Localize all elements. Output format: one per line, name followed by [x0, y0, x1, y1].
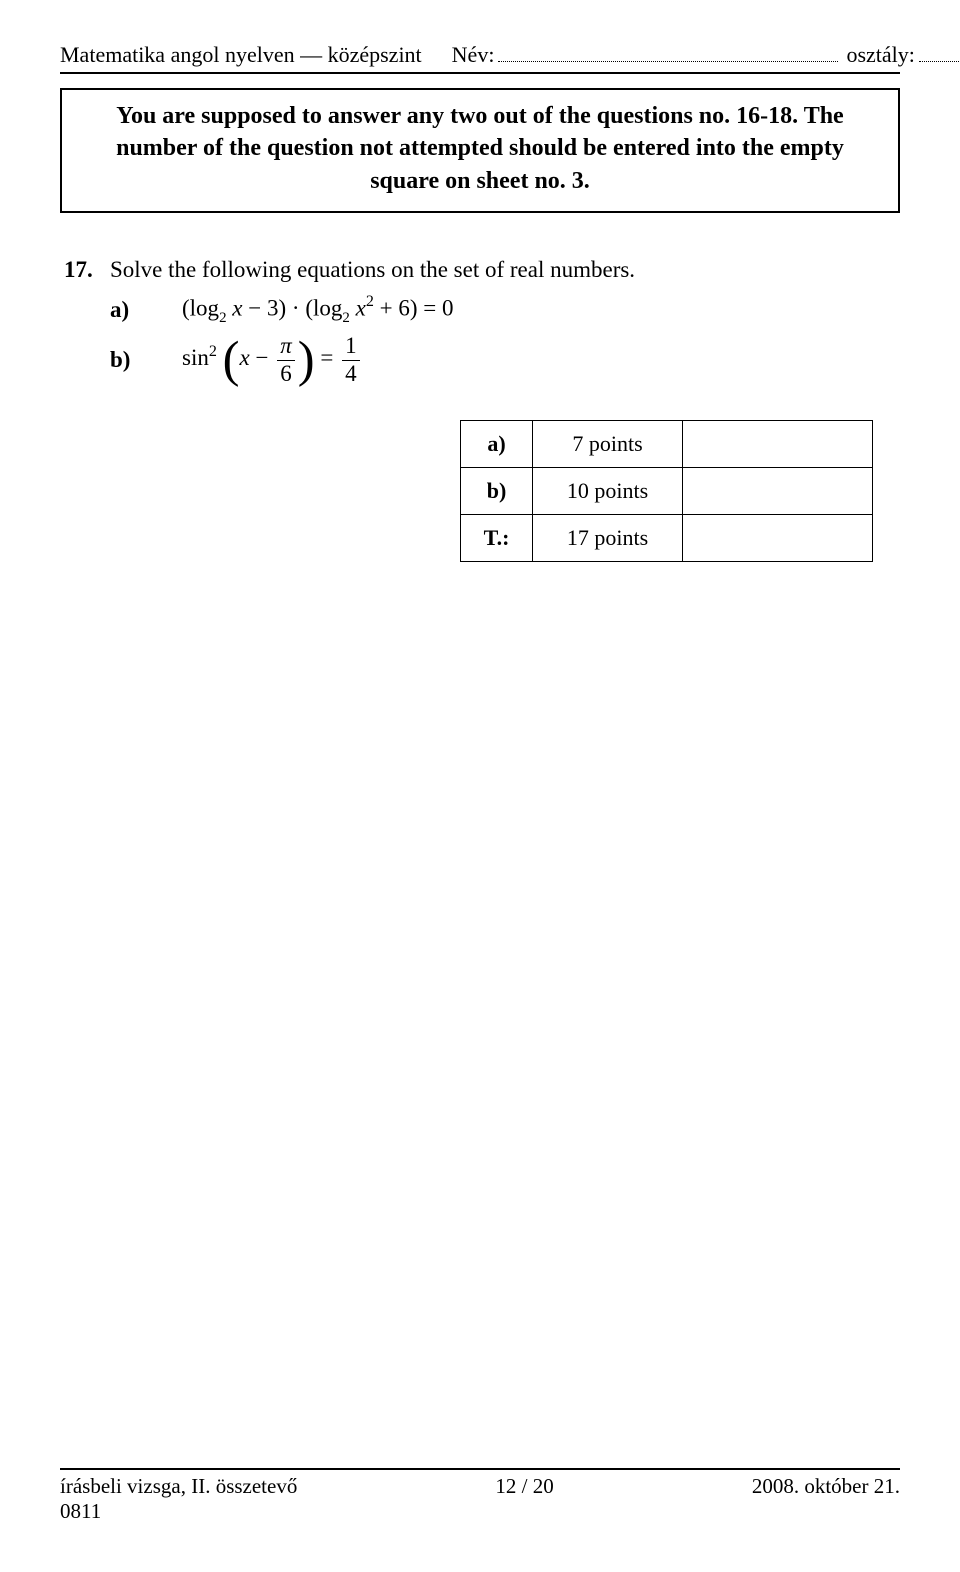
points-row-b-label: b): [461, 467, 533, 514]
instruction-box: You are supposed to answer any two out o…: [60, 88, 900, 213]
equation-a: (log2 x − 3) · (log2 x2 + 6) = 0: [182, 291, 454, 329]
points-row-a-blank: [683, 420, 873, 467]
page-footer: írásbeli vizsga, II. összetevő 0811 12 /…: [60, 1468, 900, 1524]
points-row-t-value: 17 points: [533, 514, 683, 561]
instruction-text: You are supposed to answer any two out o…: [116, 103, 844, 194]
class-label: osztály:: [846, 42, 914, 68]
footer-left: írásbeli vizsga, II. összetevő 0811: [60, 1474, 297, 1524]
class-dotted-line: [919, 40, 960, 62]
table-row: T.: 17 points: [461, 514, 873, 561]
header-name-field: Név:: [452, 40, 839, 68]
header-subject: Matematika angol nyelven — középszint: [60, 42, 422, 68]
page: Matematika angol nyelven — középszint Né…: [0, 0, 960, 1572]
points-row-b-value: 10 points: [533, 467, 683, 514]
name-dotted-line: [498, 40, 838, 62]
points-row-b-blank: [683, 467, 873, 514]
footer-center: 12 / 20: [297, 1474, 752, 1524]
page-header: Matematika angol nyelven — középszint Né…: [60, 40, 900, 68]
points-row-a-value: 7 points: [533, 420, 683, 467]
points-table: a) 7 points b) 10 points T.: 17 points: [460, 420, 873, 562]
question-prompt: Solve the following equations on the set…: [110, 253, 900, 286]
points-row-t-label: T.:: [461, 514, 533, 561]
question-part-a: a) (log2 x − 3) · (log2 x2 + 6) = 0: [64, 291, 900, 329]
points-row-a-label: a): [461, 420, 533, 467]
footer-left-line1: írásbeli vizsga, II. összetevő: [60, 1474, 297, 1499]
table-row: b) 10 points: [461, 467, 873, 514]
header-rule: [60, 72, 900, 74]
part-b-label: b): [64, 343, 182, 376]
header-class-field: osztály:: [846, 40, 960, 68]
name-label: Név:: [452, 42, 495, 68]
table-row: a) 7 points: [461, 420, 873, 467]
equation-b: sin2 ( x − π 6 ) = 1: [182, 334, 363, 385]
footer-rule: [60, 1468, 900, 1470]
points-row-t-blank: [683, 514, 873, 561]
question-part-b: b) sin2 ( x − π 6 ) =: [64, 334, 900, 385]
question-number: 17.: [64, 253, 110, 286]
question-17: 17. Solve the following equations on the…: [64, 253, 900, 386]
part-a-label: a): [64, 293, 182, 326]
footer-left-line2: 0811: [60, 1499, 297, 1524]
footer-right: 2008. október 21.: [752, 1474, 900, 1524]
